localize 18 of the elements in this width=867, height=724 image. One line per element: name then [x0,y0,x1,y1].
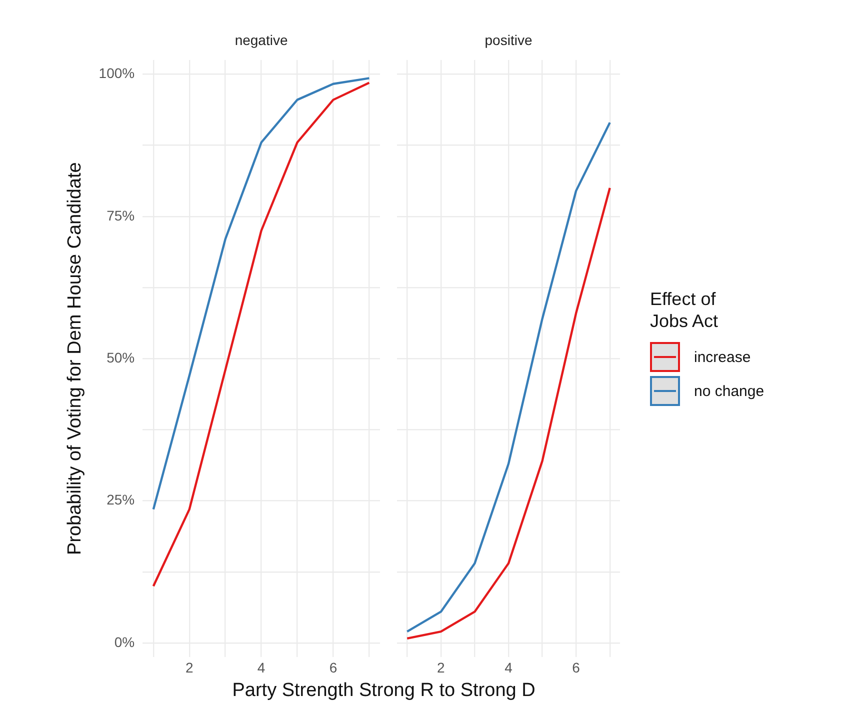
x-tick-label: 2 [185,659,194,676]
legend-label: increase [694,348,751,366]
y-tick-label: 0% [114,634,135,650]
y-axis-title: Probability of Voting for Dem House Candidate [64,162,86,556]
y-tick-label: 25% [106,492,135,508]
legend-title: Effect of Jobs Act [650,288,720,332]
x-tick-label: 6 [572,659,580,676]
x-tick-label: 2 [437,659,446,676]
y-tick-label: 50% [106,349,135,366]
legend-label: no change [694,382,764,400]
chart-title: negative [234,32,289,48]
x-tick-label: 4 [504,659,513,676]
x-tick-label: 4 [257,659,266,676]
chart-title: positive [484,32,534,48]
y-tick-label: 100% [98,65,135,82]
x-tick-label: 6 [329,659,338,676]
y-tick-label: 75% [106,207,135,224]
x-axis-title: Party Strength Strong R to Strong D [231,680,536,702]
